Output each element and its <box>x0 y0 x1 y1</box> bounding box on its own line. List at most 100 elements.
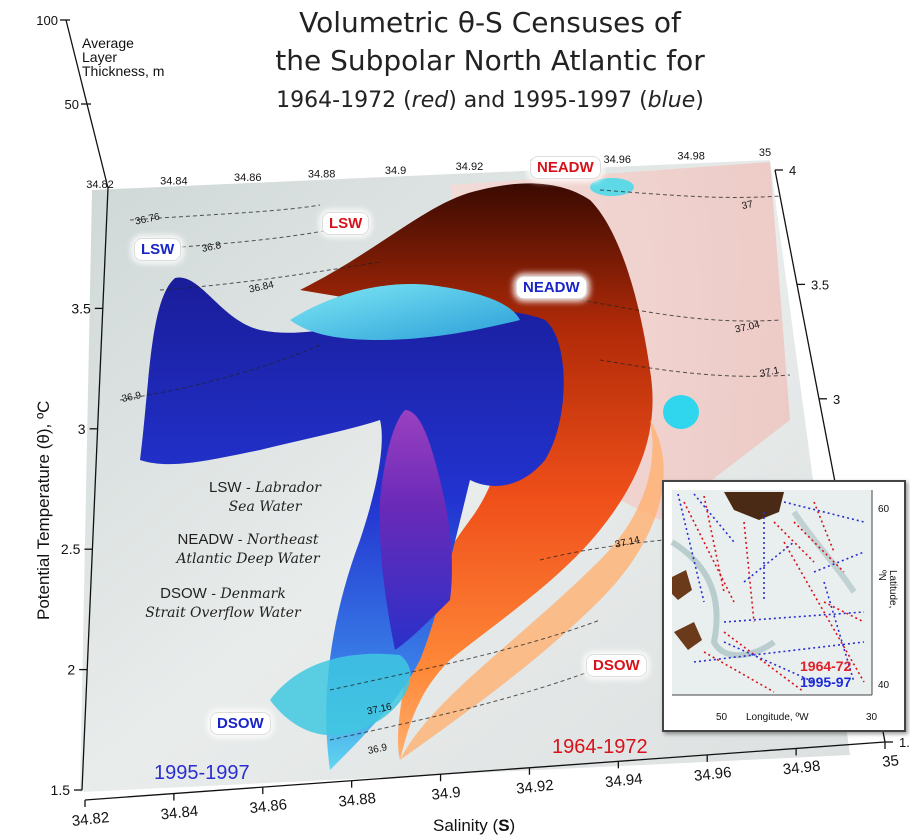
x-tick-label: 34.88 <box>338 790 377 811</box>
density-contour-label: 37.04 <box>734 319 761 335</box>
chart-subtitle: 1964-1972 (red) and 1995-1997 (blue) <box>276 88 704 113</box>
y-tick-label: 1.5 <box>51 782 71 798</box>
inset-greenland <box>724 492 784 520</box>
label-dsow-blue: DSOW <box>210 712 271 735</box>
x-tick-label: 34.94 <box>604 770 643 791</box>
station-line-1964-72 <box>723 631 805 693</box>
x-axis-line <box>84 741 886 801</box>
inset-y-tick-60: 60 <box>878 504 890 515</box>
label-dsow-red: DSOW <box>586 654 647 677</box>
period-label-1964-1972: 1964-1972 <box>552 736 648 758</box>
inset-y-axis-title: Latitude, ºN <box>876 570 898 609</box>
station-line-1964-72 <box>793 521 845 573</box>
x-top-tick-label: 34.88 <box>308 168 336 180</box>
chart-title-line-2: the Subpolar North Atlantic for <box>275 44 705 77</box>
y-tick-label: 3 <box>78 421 86 437</box>
y-axis-title: Potential Temperature (θ), ºC <box>34 400 53 620</box>
station-line-1995-97 <box>723 641 815 683</box>
x-axis-title: Salinity (S) <box>433 816 516 835</box>
station-line-1995-97 <box>677 493 705 603</box>
y-tick-label: 3.5 <box>71 300 91 316</box>
y-right-tick-label: 4 <box>789 163 796 178</box>
density-contour-label: 37.1 <box>759 365 781 380</box>
station-line-1995-97 <box>723 611 865 623</box>
station-line-1995-97 <box>813 551 865 573</box>
station-line-1964-72 <box>683 501 735 603</box>
x-tick-label: 34.9 <box>431 784 462 804</box>
x-top-tick-label: 34.82 <box>86 179 114 191</box>
inset-x-axis-title: Longitude, ºW <box>746 712 809 723</box>
inset-legend-1995-97: 1995-97 <box>800 674 852 690</box>
inset-x-tick-30: 30 <box>866 712 878 723</box>
inset-legend-1964-72: 1964-72 <box>800 658 852 674</box>
station-line-1995-97 <box>693 641 865 663</box>
inset-newfoundland <box>674 622 702 650</box>
x-tick-label: 35 <box>881 752 899 771</box>
station-line-1995-97 <box>783 501 865 523</box>
legend-lsw: LSW - Labrador Sea Water <box>209 479 321 515</box>
density-contours <box>119 189 791 741</box>
label-lsw-red: LSW <box>322 212 370 235</box>
z-tick-label: 50 <box>65 97 79 112</box>
label-lsw-blue: LSW <box>134 238 182 261</box>
blue-surface-ridge <box>290 284 520 340</box>
blue-surface-small-blob <box>663 395 699 429</box>
x-top-tick-label: 34.86 <box>234 172 262 184</box>
density-contour-label: 37 <box>741 199 755 212</box>
z-tick-label: 100 <box>36 13 58 28</box>
density-contour-label: 36.9 <box>367 742 389 757</box>
chart-title-line-1: Volumetric θ-S Censuses of <box>299 6 681 39</box>
legend-dsow: DSOW - Denmark Strait Overflow Water <box>145 585 301 621</box>
x-tick-label: 34.84 <box>160 803 199 824</box>
station-line-1964-72 <box>743 521 755 623</box>
x-tick-label: 34.92 <box>515 777 554 798</box>
y-right-tick-label: 1.5 <box>899 735 910 750</box>
blue-surface-1995-1997 <box>140 277 564 770</box>
inset-x-tick-50: 50 <box>716 712 728 723</box>
density-contour-label: 37.14 <box>614 534 641 550</box>
density-contour-label: 36.84 <box>248 279 275 295</box>
y-tick-label: 2.5 <box>61 541 81 557</box>
station-line-1995-97 <box>693 493 735 543</box>
blue-surface-dsow-peak <box>379 410 452 650</box>
inset-labrador <box>672 570 692 600</box>
y-axis-line <box>81 187 109 791</box>
x-tick-label: 34.86 <box>249 796 288 817</box>
station-line-1964-72 <box>783 541 865 683</box>
blue-surface-top-blob <box>590 178 634 196</box>
x-top-tick-label: 35 <box>759 147 771 159</box>
x-top-tick-label: 34.84 <box>160 175 188 187</box>
label-neadw-red: NEADW <box>530 156 601 179</box>
label-neadw-blue: NEADW <box>516 276 587 299</box>
y-tick-label: 2 <box>67 662 75 678</box>
x-tick-label: 34.98 <box>782 758 821 779</box>
axis-tick-labels: 34.82 34.84 34.86 34.88 34.9 34.92 34.94 34.96 3… <box>36 13 910 830</box>
z-axis-title: Average Layer Thickness, m <box>82 35 165 79</box>
red-surface-1964-1972 <box>300 183 653 760</box>
density-contour-label: 36.9 <box>121 390 143 405</box>
blue-surface-lower-lobe <box>270 653 411 736</box>
station-line-1964-72 <box>703 495 725 593</box>
inset-station-lines <box>677 493 865 693</box>
x-tick-label: 34.96 <box>693 764 732 785</box>
inset-y-tick-40: 40 <box>878 680 890 691</box>
density-contour-label: 37.16 <box>366 701 393 717</box>
x-tick-label: 34.82 <box>71 809 110 830</box>
x-top-tick-label: 34.98 <box>677 151 705 163</box>
legend-neadw: NEADW - Northeast Atlantic Deep Water <box>176 531 320 567</box>
inset-station-map: 1964-72 1995-97 50 30 Longitude, ºW 60 4… <box>662 480 906 732</box>
x-top-tick-label: 34.9 <box>385 165 406 177</box>
station-line-1995-97 <box>743 541 795 583</box>
x-top-tick-label: 34.92 <box>456 161 484 173</box>
period-label-1995-1997: 1995-1997 <box>154 762 250 784</box>
y-right-tick-label: 3.5 <box>811 277 829 292</box>
y-right-tick-label: 3 <box>833 392 840 407</box>
red-surface-base <box>400 420 664 760</box>
density-contour-label: 36.8 <box>201 240 223 255</box>
density-contour-label: 36.76 <box>134 211 161 227</box>
x-top-tick-label: 34.96 <box>603 154 631 166</box>
station-line-1964-72 <box>813 501 835 553</box>
inset-map-svg <box>670 490 873 696</box>
